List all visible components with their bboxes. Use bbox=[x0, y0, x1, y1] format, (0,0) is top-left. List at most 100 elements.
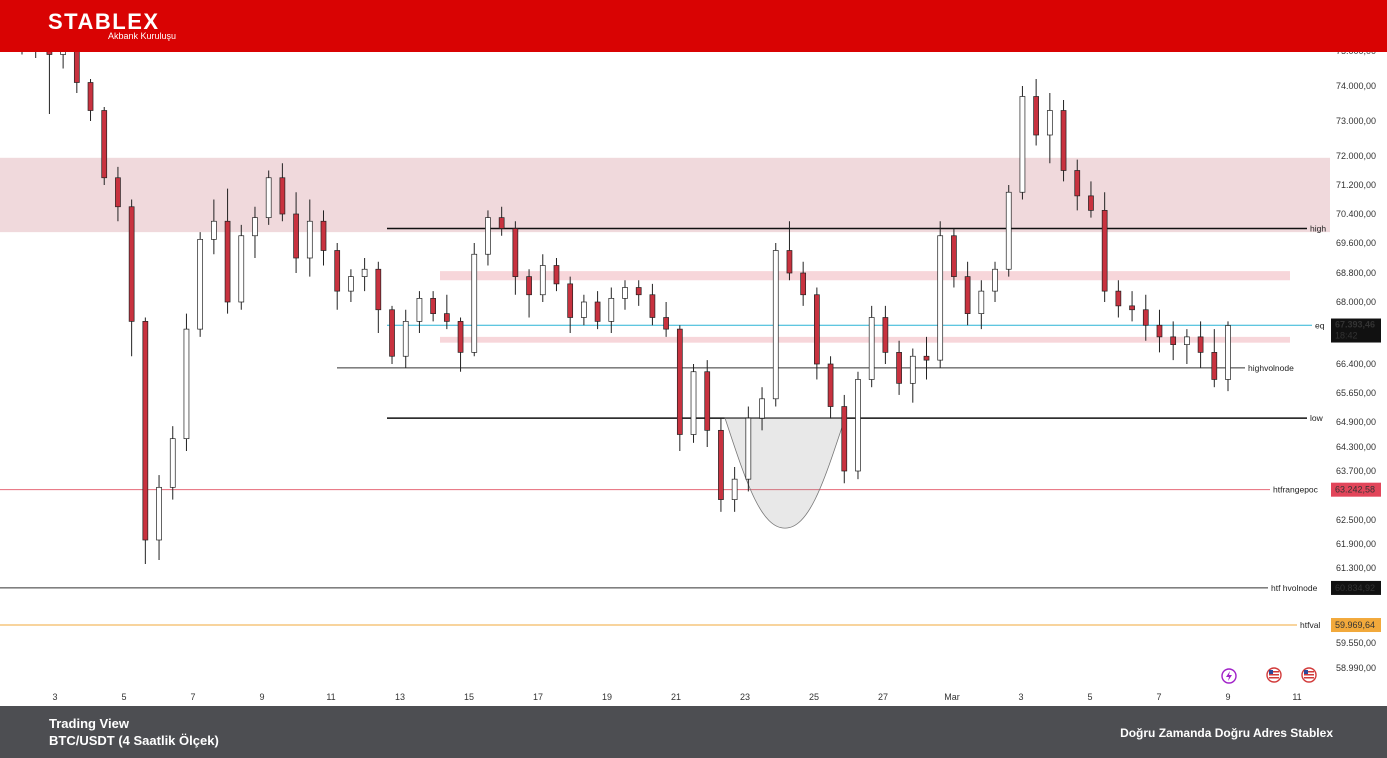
price-axis-bg bbox=[1330, 52, 1387, 706]
candle bbox=[964, 261, 971, 326]
candle-body bbox=[389, 309, 395, 357]
candle-body bbox=[457, 321, 464, 353]
candle-body bbox=[1211, 352, 1218, 380]
badge-htfval bbox=[1331, 618, 1381, 633]
candle-body bbox=[622, 287, 628, 299]
candle bbox=[937, 221, 944, 368]
candle-body bbox=[1129, 305, 1135, 311]
candle bbox=[443, 294, 450, 330]
candle bbox=[841, 394, 848, 484]
candle-body bbox=[1019, 96, 1026, 193]
candle-body bbox=[128, 206, 135, 322]
candle bbox=[73, 52, 80, 93]
brand-subtitle: Akbank Kuruluşu bbox=[108, 31, 177, 41]
candle-body bbox=[731, 478, 738, 500]
candle-body bbox=[416, 298, 423, 322]
candle bbox=[868, 305, 875, 388]
candle-body bbox=[567, 283, 574, 318]
x-tick-label: 19 bbox=[602, 692, 612, 702]
candle-body bbox=[1156, 324, 1163, 338]
candle bbox=[909, 348, 916, 403]
countdown-value: 18:42 bbox=[1335, 331, 1358, 341]
candle bbox=[101, 107, 108, 185]
zone-1 bbox=[440, 271, 1290, 281]
candle bbox=[594, 291, 601, 330]
candle-body bbox=[1046, 110, 1053, 136]
candle bbox=[718, 418, 724, 512]
candle bbox=[553, 258, 560, 292]
candle bbox=[1211, 329, 1218, 388]
candle-body bbox=[46, 52, 53, 55]
footer-slogan: Doğru Zamanda Doğru Adres Stablex bbox=[1120, 726, 1333, 740]
candle bbox=[663, 302, 669, 337]
candle-body bbox=[594, 301, 601, 322]
candle-body bbox=[992, 268, 998, 292]
candle-body bbox=[361, 268, 368, 277]
candle-body bbox=[169, 438, 176, 488]
candle bbox=[361, 258, 368, 292]
candle-body bbox=[402, 321, 409, 357]
price-chart[interactable]: high eq highvolnode low htfrangepoc htf hvoln… bbox=[0, 52, 1387, 706]
candle bbox=[1170, 321, 1177, 361]
candle-body bbox=[896, 352, 902, 384]
us-flag-stripe bbox=[1304, 674, 1314, 676]
y-tick-label: 62.500,00 bbox=[1336, 515, 1376, 525]
candle bbox=[279, 163, 286, 222]
candle-body bbox=[375, 268, 382, 311]
badge-htf-hvolnode bbox=[1331, 580, 1381, 595]
candle bbox=[827, 356, 834, 419]
candle-body bbox=[238, 235, 245, 303]
candle bbox=[498, 206, 505, 236]
price-axis: 75.000,00 74.000,00 73.000,00 72.000,00 71.2… bbox=[1330, 52, 1387, 706]
candle-body bbox=[293, 213, 299, 259]
candle-body bbox=[1033, 96, 1039, 136]
candle-body bbox=[1060, 110, 1067, 171]
candle-body bbox=[512, 228, 519, 277]
candle bbox=[772, 243, 779, 407]
candle-body bbox=[827, 363, 834, 407]
candle-body bbox=[115, 177, 121, 208]
candle bbox=[676, 325, 683, 451]
badge-htfrangepoc bbox=[1331, 482, 1381, 497]
candle-body bbox=[553, 265, 560, 285]
candle bbox=[252, 206, 258, 258]
candle-body bbox=[923, 355, 930, 361]
candle bbox=[115, 166, 121, 222]
candle bbox=[416, 291, 423, 333]
candle-body bbox=[1197, 336, 1204, 353]
badge-value-htfrangepoc: 63.242,58 bbox=[1335, 485, 1375, 495]
x-tick-label: 9 bbox=[1225, 692, 1230, 702]
candle bbox=[690, 364, 697, 443]
candle bbox=[306, 199, 313, 277]
candle bbox=[402, 309, 409, 368]
candle bbox=[1046, 93, 1053, 164]
candle-body bbox=[1074, 170, 1081, 197]
candle-body bbox=[581, 301, 587, 318]
candle bbox=[649, 283, 656, 326]
candle bbox=[238, 224, 245, 310]
candle-body bbox=[800, 272, 807, 296]
candle bbox=[389, 305, 395, 364]
candle-body bbox=[663, 317, 669, 330]
candle bbox=[128, 199, 135, 357]
candle bbox=[526, 269, 532, 318]
y-tick-label: 75.000,00 bbox=[1336, 52, 1376, 56]
candle-body bbox=[649, 294, 656, 318]
candle-body bbox=[334, 250, 341, 292]
zone-0 bbox=[0, 157, 1330, 233]
x-tick-label: 15 bbox=[464, 692, 474, 702]
candle bbox=[608, 287, 615, 333]
candle bbox=[581, 294, 587, 326]
y-tick-label: 64.900,00 bbox=[1336, 417, 1376, 427]
zone-2 bbox=[440, 336, 1290, 343]
level-label-high: high bbox=[1310, 224, 1326, 234]
candle bbox=[348, 269, 354, 302]
x-tick-label: 11 bbox=[326, 692, 335, 702]
candle bbox=[745, 406, 752, 492]
us-flag-stripe bbox=[1269, 674, 1279, 676]
y-tick-label: 70.400,00 bbox=[1336, 209, 1376, 219]
candle-body bbox=[772, 250, 779, 400]
candle-body bbox=[786, 250, 793, 274]
candle-body bbox=[676, 328, 683, 435]
candle bbox=[1074, 159, 1081, 211]
